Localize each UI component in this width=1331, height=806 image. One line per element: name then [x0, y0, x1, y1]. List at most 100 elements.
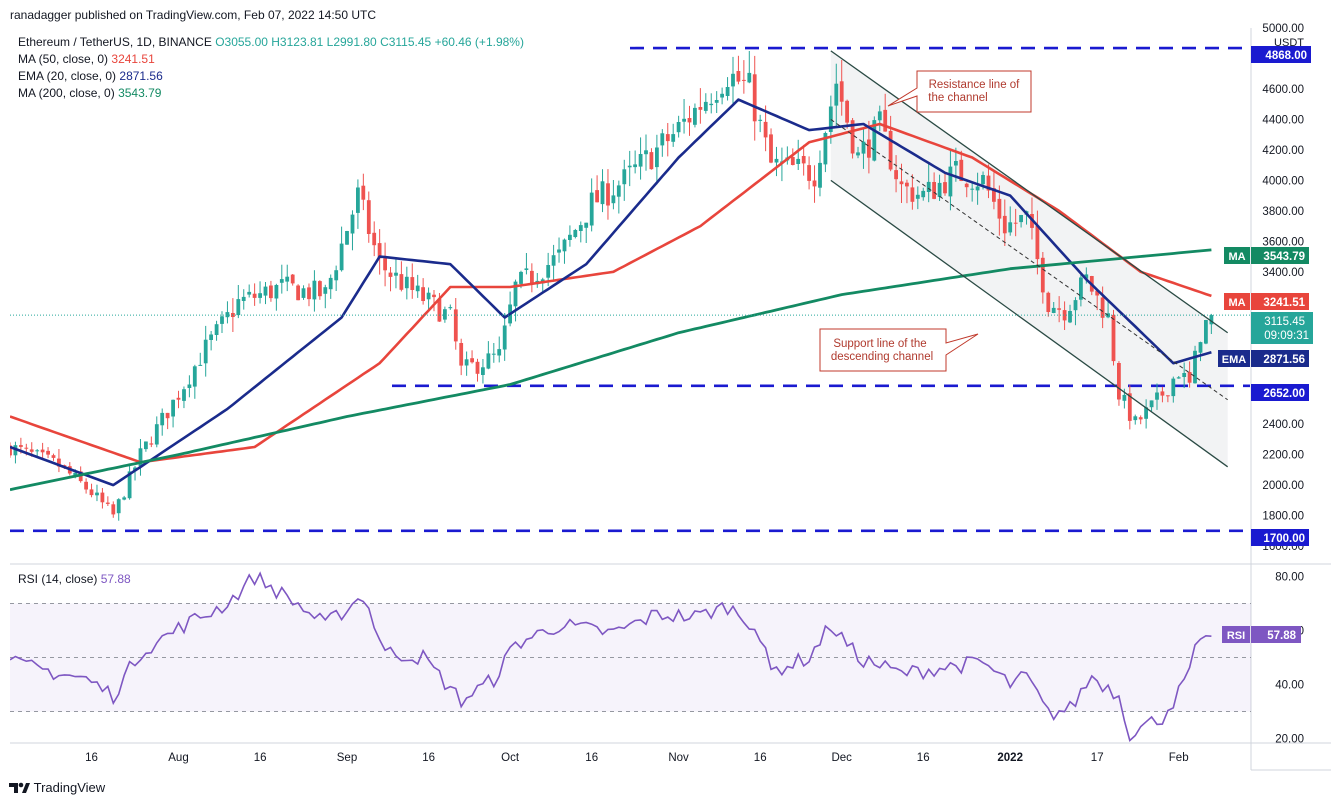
candle-body-up	[116, 499, 121, 514]
candle-body-up	[655, 147, 659, 168]
ohlc-open: O3055.00	[215, 35, 268, 49]
rsi-tag: RSI 57.88	[1222, 626, 1301, 643]
candle-body-up	[192, 366, 197, 387]
candle-body-down	[883, 109, 888, 132]
candle-body-down	[388, 272, 393, 277]
candle-body-up	[323, 287, 328, 294]
svg-text:RSI: RSI	[1227, 630, 1245, 642]
candle-body-up	[1171, 378, 1176, 397]
candle-body-down	[111, 504, 116, 515]
price-tick-label: 3600.00	[1262, 236, 1304, 248]
candle-body-down	[807, 165, 811, 181]
candle-body-up	[693, 107, 697, 125]
candle-body-down	[1138, 417, 1143, 420]
time-tick-label: 16	[422, 752, 435, 764]
candle-body-up	[682, 118, 686, 122]
candle-body-up	[448, 307, 453, 309]
time-tick-label: Sep	[337, 752, 357, 764]
svg-text:2871.56: 2871.56	[1263, 354, 1305, 366]
tradingview-footer[interactable]: TradingView	[8, 779, 105, 801]
candle-body-down	[1187, 372, 1192, 383]
candle-body-up	[345, 231, 349, 245]
candle-body-up	[279, 279, 284, 283]
candle-body-up	[138, 448, 143, 467]
ema20-legend-row: EMA (20, close, 0) 2871.56	[18, 68, 524, 85]
candle-body-up	[203, 339, 208, 364]
candle-body-up	[578, 225, 583, 231]
candle-body-down	[763, 121, 768, 138]
ma50-label[interactable]: MA (50, close, 0)	[18, 52, 109, 66]
ma50-legend-row: MA (50, close, 0) 3241.51	[18, 51, 524, 68]
candle-body-down	[372, 232, 377, 246]
candle-body-down	[470, 358, 474, 363]
candle-body-up	[557, 249, 561, 253]
ma50-value: 3241.51	[111, 52, 155, 66]
candle-body-down	[432, 294, 436, 298]
candle-body-up	[443, 309, 447, 320]
candle-body-up	[220, 316, 224, 324]
ma200-line	[10, 248, 1212, 492]
symbol-name[interactable]: Ethereum / TetherUS, 1D, BINANCE	[18, 35, 212, 49]
candle-body-up	[263, 286, 268, 296]
candle-body-down	[453, 309, 458, 342]
candle-body-up	[1209, 315, 1214, 325]
candle-body-up	[644, 150, 648, 155]
candle-body-up	[285, 276, 290, 282]
candle-body-down	[1127, 393, 1132, 421]
price-tick-label: 2400.00	[1262, 419, 1304, 431]
candle-body-up	[573, 230, 578, 237]
price-tick-label: 3800.00	[1262, 206, 1304, 218]
candle-body-up	[1008, 222, 1013, 233]
candle-body-down	[752, 74, 757, 122]
rsi-label[interactable]: RSI (14, close)	[18, 572, 98, 586]
candle-body-up	[328, 277, 333, 290]
candle-body-up	[1051, 307, 1056, 313]
ma200-tag: MA 3543.79	[1224, 247, 1309, 264]
candle-body-down	[1057, 308, 1061, 310]
candle-body-up	[356, 187, 360, 213]
rsi-tick-label: 40.00	[1275, 680, 1304, 692]
time-tick-label: 16	[917, 752, 930, 764]
ema20-label[interactable]: EMA (20, close, 0)	[18, 69, 117, 83]
price-tags: 4868.00 MA 3543.79 MA 3241.51 3115.45 09:09…	[1218, 46, 1313, 643]
rsi-legend: RSI (14, close) 57.88	[18, 572, 131, 586]
candle-body-up	[198, 364, 203, 366]
candle-body-down	[867, 139, 871, 158]
candle-body-up	[747, 72, 752, 83]
time-tick-label: 2022	[997, 752, 1023, 764]
candle-body-down	[986, 175, 991, 191]
time-axis-ticks: 16 Aug 16 Sep 16 Oct 16 Nov 16 Dec 16 2022 17 Feb	[85, 752, 1189, 764]
candle-body-up	[568, 234, 572, 240]
top-level-tag: 4868.00	[1251, 46, 1311, 63]
candle-body-down	[105, 502, 110, 504]
svg-text:3115.45: 3115.45	[1264, 316, 1305, 328]
svg-text:MA: MA	[1228, 297, 1245, 309]
ma200-label[interactable]: MA (200, close, 0)	[18, 86, 115, 100]
candle-body-up	[225, 312, 230, 318]
candle-body-up	[524, 268, 529, 270]
candle-body-up	[818, 162, 822, 188]
candle-body-up	[954, 161, 958, 166]
candle-body-down	[1166, 395, 1170, 397]
candle-body-down	[24, 447, 29, 449]
candle-body-down	[769, 134, 773, 163]
candle-body-down	[46, 450, 50, 455]
time-tick-label: Oct	[501, 752, 520, 764]
ohlc-high: H3123.81	[271, 35, 324, 49]
candle-body-up	[660, 133, 665, 146]
ohlc-change: +60.46 (+1.98%)	[434, 35, 524, 49]
horizontal-levels	[10, 46, 1250, 533]
candle-body-down	[269, 285, 273, 299]
candle-body-down	[698, 107, 703, 110]
time-tick-label: 16	[585, 752, 598, 764]
candle-body-down	[964, 183, 969, 188]
candle-body-down	[839, 81, 844, 102]
candle-body-up	[241, 296, 246, 301]
candle-body-up	[562, 239, 567, 252]
svg-text:1700.00: 1700.00	[1263, 533, 1305, 545]
candle-body-down	[1100, 297, 1105, 318]
chart-header: ranadagger published on TradingView.com,…	[0, 0, 1331, 30]
candle-body-up	[274, 285, 279, 299]
candle-body-up	[622, 169, 627, 185]
